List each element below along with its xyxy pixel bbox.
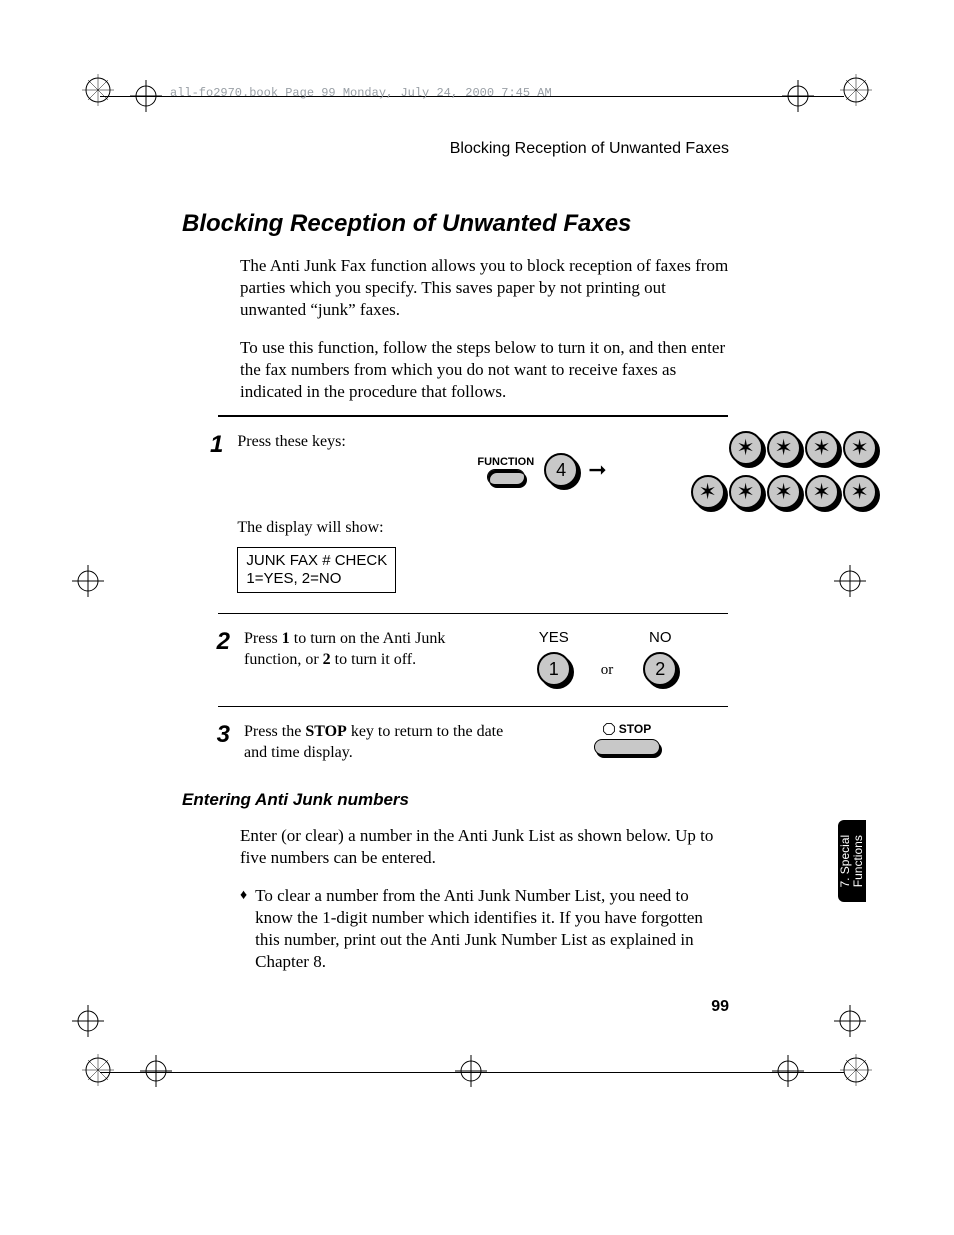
star-key-icon: ✶: [805, 431, 839, 465]
no-label: NO: [649, 628, 672, 648]
step-number: 3: [210, 721, 230, 749]
source-header: all-fo2970.book Page 99 Monday, July 24,…: [170, 86, 552, 100]
step-text: The display will show:: [237, 517, 876, 539]
reg-mark-icon: [78, 70, 118, 110]
display-line: JUNK FAX # CHECK: [246, 552, 387, 570]
bullet-icon: ♦: [240, 885, 247, 973]
intro-p2: To use this function, follow the steps b…: [240, 337, 730, 403]
stop-octagon-icon: [603, 723, 615, 735]
crosshair-icon: [772, 1055, 804, 1087]
step-3: 3 Press the STOP key to return to the da…: [210, 715, 730, 774]
star-key-icon: ✶: [729, 431, 763, 465]
stop-key-icon: STOP: [594, 721, 660, 755]
crosshair-icon: [455, 1055, 487, 1087]
divider: [218, 706, 728, 707]
step-text: Press these keys:: [237, 433, 345, 450]
stop-label: STOP: [619, 721, 651, 737]
crosshair-icon: [72, 1005, 104, 1037]
divider: [218, 613, 728, 614]
step-text: Press 1 to turn on the Anti Junk functio…: [244, 630, 445, 669]
sub-body: Enter (or clear) a number in the Anti Ju…: [240, 825, 730, 974]
step-text: Press the STOP key to return to the date…: [244, 723, 503, 762]
page-number: 99: [711, 998, 729, 1016]
star-key-icon: ✶: [805, 475, 839, 509]
intro-text: The Anti Junk Fax function allows you to…: [240, 255, 730, 420]
or-label: or: [601, 660, 614, 680]
star-key-icon: ✶: [729, 475, 763, 509]
reg-mark-icon: [836, 70, 876, 110]
star-key-icon: ✶: [767, 475, 801, 509]
divider: [218, 415, 728, 417]
arrow-right-icon: ➞: [588, 455, 606, 485]
tab-label: 7. SpecialFunctions: [839, 835, 865, 888]
page: all-fo2970.book Page 99 Monday, July 24,…: [0, 0, 954, 1235]
sub-heading: Entering Anti Junk numbers: [182, 790, 409, 810]
key-4-icon: 4: [544, 453, 578, 487]
running-head: Blocking Reception of Unwanted Faxes: [450, 140, 729, 158]
yes-label: YES: [539, 628, 569, 648]
trim-line: [100, 1072, 844, 1073]
sub-p1: Enter (or clear) a number in the Anti Ju…: [240, 825, 730, 869]
crosshair-icon: [72, 565, 104, 597]
star-key-icon: ✶: [843, 431, 877, 465]
function-key-icon: FUNCTION: [477, 455, 534, 486]
step-number: 2: [210, 628, 230, 656]
steps-list: 1 Press these keys: FUNCTION 4 ➞: [210, 415, 730, 774]
yes-no-keys: YES 1 or NO 2: [484, 628, 730, 686]
key-1-icon: 1: [537, 652, 571, 686]
step-2: 2 Press 1 to turn on the Anti Junk funct…: [210, 622, 730, 696]
step-1: 1 Press these keys: FUNCTION 4 ➞: [210, 425, 730, 603]
intro-p1: The Anti Junk Fax function allows you to…: [240, 255, 730, 321]
star-key-icon: ✶: [691, 475, 725, 509]
section-tab: 7. SpecialFunctions: [838, 820, 866, 902]
star-key-icon: ✶: [843, 475, 877, 509]
step-number: 1: [210, 431, 223, 459]
display-line: 1=YES, 2=NO: [246, 570, 387, 588]
key-2-icon: 2: [643, 652, 677, 686]
reg-mark-icon: [78, 1050, 118, 1090]
page-title: Blocking Reception of Unwanted Faxes: [182, 210, 631, 238]
star-keys: ✶ ✶ ✶ ✶ ✶ ✶ ✶ ✶ ✶: [617, 431, 877, 509]
reg-mark-icon: [836, 1050, 876, 1090]
star-key-icon: ✶: [767, 431, 801, 465]
crosshair-icon: [140, 1055, 172, 1087]
lcd-display: JUNK FAX # CHECK 1=YES, 2=NO: [237, 547, 396, 593]
bullet-text: To clear a number from the Anti Junk Num…: [255, 885, 730, 973]
crosshair-icon: [834, 1005, 866, 1037]
function-label: FUNCTION: [477, 455, 534, 470]
